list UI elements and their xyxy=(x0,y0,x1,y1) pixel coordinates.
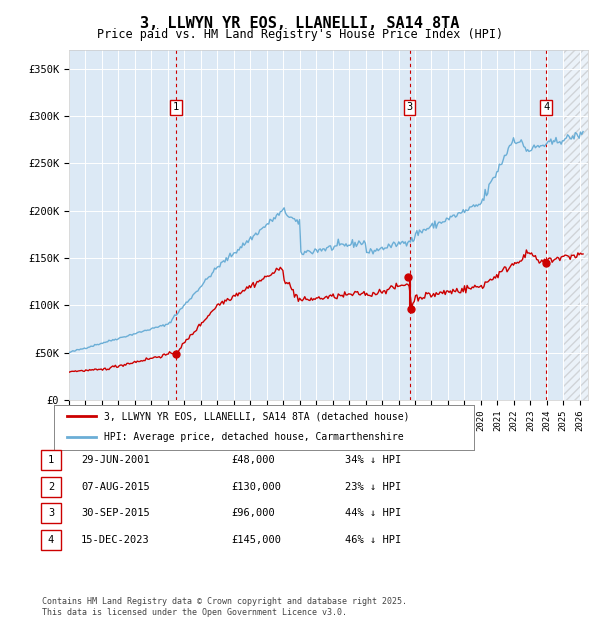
Text: HPI: Average price, detached house, Carmarthenshire: HPI: Average price, detached house, Carm… xyxy=(104,432,404,441)
Text: 44% ↓ HPI: 44% ↓ HPI xyxy=(345,508,401,518)
Text: £48,000: £48,000 xyxy=(231,455,275,465)
Text: 15-DEC-2023: 15-DEC-2023 xyxy=(81,535,150,545)
Text: 29-JUN-2001: 29-JUN-2001 xyxy=(81,455,150,465)
Text: 1: 1 xyxy=(173,102,179,112)
Text: 3: 3 xyxy=(48,508,54,518)
Text: 3, LLWYN YR EOS, LLANELLI, SA14 8TA (detached house): 3, LLWYN YR EOS, LLANELLI, SA14 8TA (det… xyxy=(104,411,410,421)
Text: £96,000: £96,000 xyxy=(231,508,275,518)
Text: 1: 1 xyxy=(48,455,54,465)
Text: 3: 3 xyxy=(406,102,413,112)
Text: 34% ↓ HPI: 34% ↓ HPI xyxy=(345,455,401,465)
Text: 4: 4 xyxy=(48,535,54,545)
Text: 30-SEP-2015: 30-SEP-2015 xyxy=(81,508,150,518)
Text: 4: 4 xyxy=(543,102,549,112)
Text: 46% ↓ HPI: 46% ↓ HPI xyxy=(345,535,401,545)
Text: £145,000: £145,000 xyxy=(231,535,281,545)
Text: 2: 2 xyxy=(48,482,54,492)
Text: 3, LLWYN YR EOS, LLANELLI, SA14 8TA: 3, LLWYN YR EOS, LLANELLI, SA14 8TA xyxy=(140,16,460,30)
Text: 23% ↓ HPI: 23% ↓ HPI xyxy=(345,482,401,492)
Text: Contains HM Land Registry data © Crown copyright and database right 2025.
This d: Contains HM Land Registry data © Crown c… xyxy=(42,598,407,617)
Text: 07-AUG-2015: 07-AUG-2015 xyxy=(81,482,150,492)
Text: Price paid vs. HM Land Registry's House Price Index (HPI): Price paid vs. HM Land Registry's House … xyxy=(97,28,503,41)
Text: £130,000: £130,000 xyxy=(231,482,281,492)
